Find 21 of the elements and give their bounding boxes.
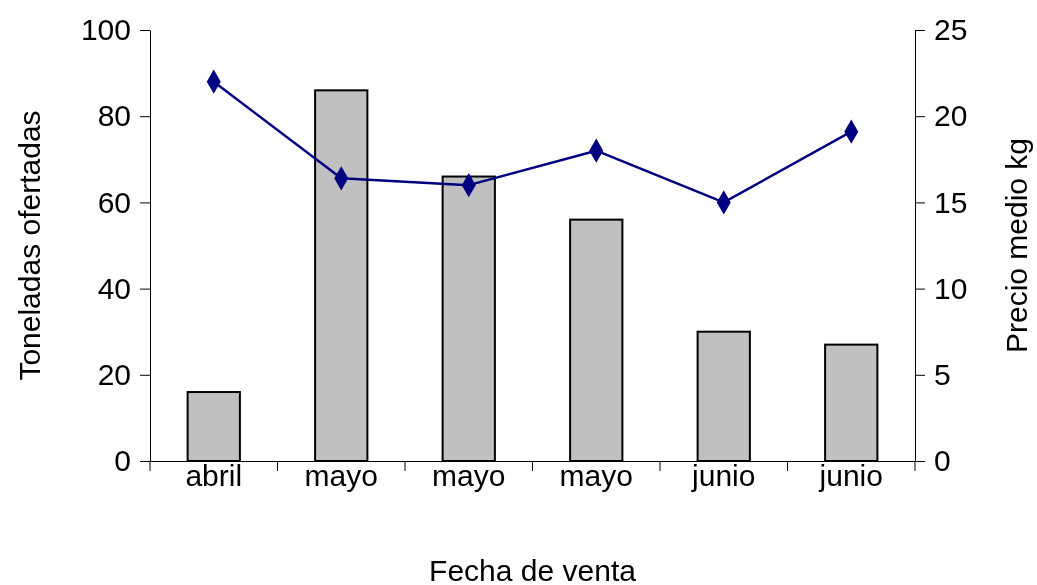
x-tick-label: mayo xyxy=(432,459,506,492)
y2-tick-label: 15 xyxy=(934,185,968,219)
y2-tick-label: 0 xyxy=(934,444,951,478)
y-axis-title: Toneladas ofertadas xyxy=(13,110,46,381)
y2-tick-label: 10 xyxy=(934,271,968,305)
x-tick-label: junio xyxy=(818,459,883,492)
y-tick-label: 40 xyxy=(97,271,131,305)
y-tick-label: 60 xyxy=(97,185,131,219)
x-tick-label: junio xyxy=(691,459,756,492)
x-tick-label: mayo xyxy=(304,459,378,492)
y2-tick-label: 25 xyxy=(934,13,968,47)
y2-tick-label: 20 xyxy=(934,99,968,133)
y2-tick-label: 5 xyxy=(934,357,951,391)
x-tick-label: mayo xyxy=(559,459,633,492)
y-tick-label: 80 xyxy=(97,99,131,133)
y2-axis-title: Precio medio kg xyxy=(1000,137,1033,354)
x-axis-title: Fecha de venta xyxy=(429,554,637,585)
y-tick-label: 0 xyxy=(114,444,131,478)
y-tick-label: 100 xyxy=(80,13,131,47)
y-tick-label: 20 xyxy=(97,357,131,391)
x-tick-label: abril xyxy=(185,459,243,492)
